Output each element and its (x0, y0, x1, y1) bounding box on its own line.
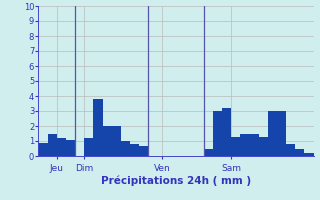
Bar (93, 99, 103, 156)
Bar (259, 137, 268, 156)
Bar (57, 138, 66, 156)
Bar (48, 134, 57, 156)
Bar (130, 144, 139, 156)
Bar (268, 111, 277, 156)
Bar (249, 134, 259, 156)
X-axis label: Précipitations 24h ( mm ): Précipitations 24h ( mm ) (101, 175, 251, 186)
Bar (121, 141, 130, 156)
Bar (204, 148, 213, 156)
Bar (84, 138, 93, 156)
Bar (295, 148, 304, 156)
Bar (213, 111, 222, 156)
Bar (103, 126, 112, 156)
Bar (277, 111, 286, 156)
Bar (38, 142, 48, 156)
Bar (66, 140, 75, 156)
Bar (286, 144, 295, 156)
Bar (112, 126, 121, 156)
Bar (240, 134, 249, 156)
Bar (304, 153, 314, 156)
Bar (222, 108, 231, 156)
Bar (139, 146, 148, 156)
Bar (231, 137, 240, 156)
